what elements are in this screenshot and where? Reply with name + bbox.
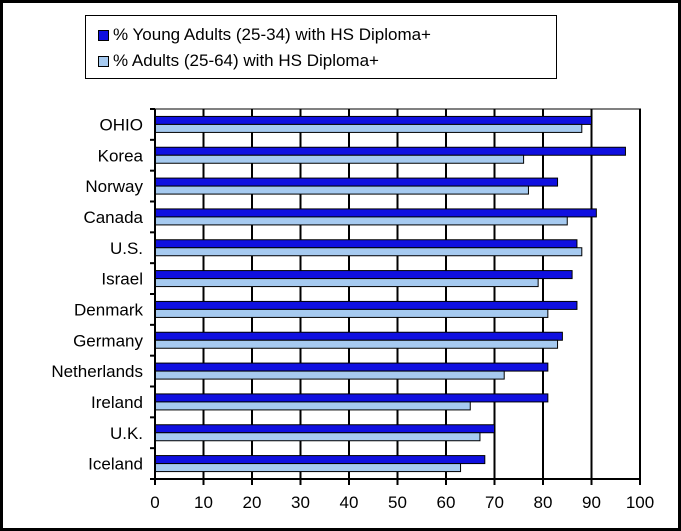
bar-u-k--series-1 <box>154 424 495 434</box>
x-tick-label-0: 0 <box>150 493 159 512</box>
category-label-u-s-: U.S. <box>110 239 143 258</box>
x-tick-label-30: 30 <box>291 493 310 512</box>
bar-u-k--series-2 <box>154 432 481 442</box>
legend: % Young Adults (25-34) with HS Diploma+ … <box>85 15 557 79</box>
x-tick-label-20: 20 <box>243 493 262 512</box>
bar-norway-series-1 <box>154 177 559 187</box>
bar-ohio-series-2 <box>154 123 583 133</box>
legend-swatch-young-adults <box>98 29 109 41</box>
category-label-germany: Germany <box>73 331 143 350</box>
category-label-u-k-: U.K. <box>110 424 143 443</box>
x-tick-label-50: 50 <box>388 493 407 512</box>
category-label-ireland: Ireland <box>91 393 143 412</box>
bar-canada-series-2 <box>154 216 568 226</box>
bar-netherlands-series-1 <box>154 362 549 372</box>
bar-ohio-series-1 <box>154 115 592 125</box>
bar-ireland-series-2 <box>154 401 471 411</box>
category-label-iceland: Iceland <box>88 455 143 474</box>
bar-netherlands-series-2 <box>154 370 505 380</box>
bar-ireland-series-1 <box>154 393 549 403</box>
x-tick-label-70: 70 <box>485 493 504 512</box>
x-tick-label-10: 10 <box>194 493 213 512</box>
legend-item-young-adults: % Young Adults (25-34) with HS Diploma+ <box>98 24 431 46</box>
x-tick-label-80: 80 <box>534 493 553 512</box>
bar-u-s--series-2 <box>154 247 583 257</box>
category-label-korea: Korea <box>98 146 144 165</box>
bar-u-s--series-1 <box>154 239 578 249</box>
bar-denmark-series-1 <box>154 300 578 310</box>
category-label-israel: Israel <box>101 270 143 289</box>
category-label-canada: Canada <box>83 208 143 227</box>
bar-canada-series-1 <box>154 208 597 218</box>
bar-israel-series-1 <box>154 270 573 280</box>
bar-germany-series-1 <box>154 331 563 341</box>
legend-label-young-adults: % Young Adults (25-34) with HS Diploma+ <box>113 25 431 44</box>
legend-swatch-adults <box>98 55 109 67</box>
category-label-ohio: OHIO <box>100 115 143 134</box>
legend-label-adults: % Adults (25-64) with HS Diploma+ <box>113 51 379 70</box>
x-tick-label-90: 90 <box>582 493 601 512</box>
x-tick-label-40: 40 <box>340 493 359 512</box>
bar-korea-series-1 <box>154 146 626 156</box>
bar-norway-series-2 <box>154 185 529 195</box>
category-label-denmark: Denmark <box>74 300 143 319</box>
bar-denmark-series-2 <box>154 308 549 318</box>
bar-iceland-series-1 <box>154 455 486 465</box>
bar-israel-series-2 <box>154 278 539 288</box>
bar-iceland-series-2 <box>154 463 462 473</box>
bar-germany-series-2 <box>154 339 559 349</box>
category-label-netherlands: Netherlands <box>51 362 143 381</box>
x-tick-label-60: 60 <box>437 493 456 512</box>
legend-item-adults: % Adults (25-64) with HS Diploma+ <box>98 50 379 72</box>
category-label-norway: Norway <box>85 177 143 196</box>
x-tick-label-100: 100 <box>626 493 654 512</box>
bar-korea-series-2 <box>154 154 525 164</box>
